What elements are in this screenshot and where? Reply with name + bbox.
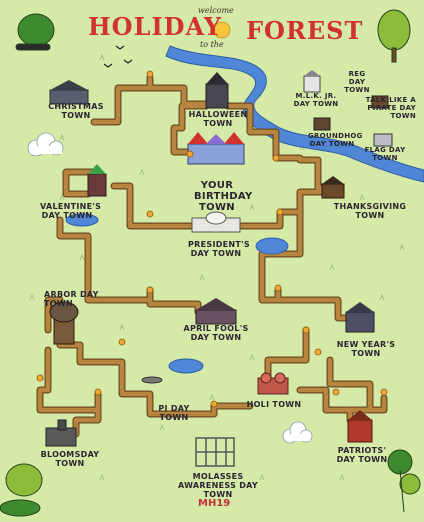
forest-paths (36, 74, 388, 438)
label-flag-day-town: FLAG DAY TOWN (364, 146, 406, 162)
title-right: FOREST (246, 16, 364, 45)
building-arbor (49, 301, 79, 345)
label-birthday-town: YOUR BIRTHDAY TOWN (194, 180, 253, 213)
label-presidents-town: PRESIDENT'S DAY TOWN (188, 240, 250, 258)
building-molasses (195, 437, 235, 467)
building-flag (373, 133, 393, 147)
tree-top-right (377, 9, 411, 63)
building-bloomsday (45, 419, 77, 447)
birds (103, 45, 133, 68)
building-christmas (49, 80, 89, 105)
label-pi-day-town: PI DAY TOWN (158, 404, 190, 422)
lanterns (36, 70, 388, 408)
building-valentines (87, 164, 107, 197)
label-bloomsday-town: BLOOMSDAY TOWN (40, 450, 100, 468)
label-holi-town: HOLI TOWN (246, 400, 302, 409)
building-holi (257, 372, 289, 395)
cloud-right (282, 421, 313, 444)
building-new-years (345, 302, 375, 333)
label-molasses-town: MOLASSES AWARENESS DAY TOWN (178, 472, 258, 499)
building-presidents (191, 211, 241, 233)
label-reg-day-town: REG DAY TOWN (344, 70, 370, 94)
label-mlk-jr-town: M.L.K. JR. DAY TOWN (293, 92, 339, 108)
label-halloween-town: HALLOWEEN TOWN (188, 110, 248, 128)
building-reg-day (303, 70, 321, 93)
label-groundhog-town: GROUNDHOG DAY TOWN (308, 132, 363, 148)
building-pirate (371, 95, 389, 109)
building-halloween (205, 72, 229, 109)
building-birthday (187, 132, 245, 165)
title-welcome-bottom: to the (200, 40, 224, 49)
label-april-fools-town: APRIL FOOL'S DAY TOWN (183, 324, 249, 342)
tree-bottom-right (387, 449, 421, 513)
building-patriots (347, 410, 373, 443)
pond-east (255, 237, 289, 255)
grass-tufts (29, 53, 405, 481)
label-valentines-town: VALENTINE'S DAY TOWN (40, 202, 102, 220)
tree-bottom-left (0, 463, 43, 517)
label-christmas-town: CHRISTMAS TOWN (48, 102, 104, 120)
pond-west (65, 213, 99, 227)
building-april-fools (195, 298, 237, 325)
title-left: HOLIDAY (88, 12, 223, 41)
building-pi (141, 376, 163, 384)
tree-top-left (15, 13, 55, 51)
label-arbor-town: ARBOR DAY TOWN (44, 290, 99, 308)
building-thanksgiving (321, 176, 345, 199)
pond-center (168, 358, 204, 374)
cloud-left (27, 132, 64, 157)
building-groundhog (313, 117, 331, 131)
sun (213, 21, 231, 39)
label-pirate-day-town: TALK LIKE A PIRATE DAY TOWN (365, 96, 416, 120)
label-patriots-town: PATRIOTS' DAY TOWN (336, 446, 388, 464)
artist-signature: MH19 (198, 498, 231, 509)
label-new-years-town: NEW YEAR'S TOWN (336, 340, 396, 358)
title-welcome-top: welcome (198, 6, 234, 15)
label-thanksgiving-town: THANKSGIVING TOWN (333, 202, 407, 220)
